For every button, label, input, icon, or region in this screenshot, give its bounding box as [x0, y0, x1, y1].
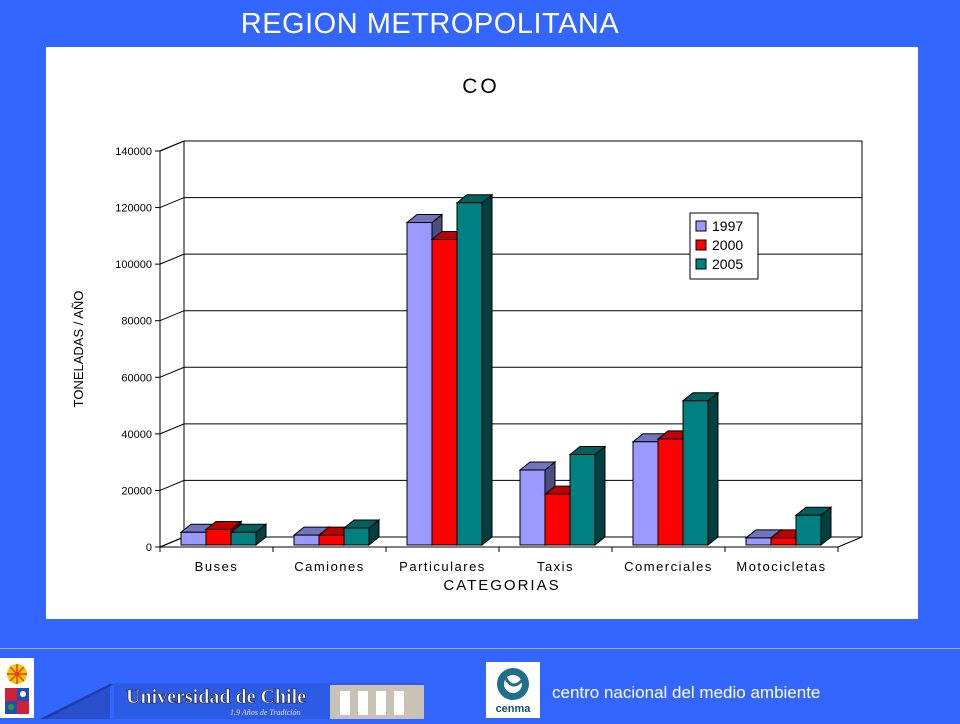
bar-2000-Comerciales: [657, 438, 684, 546]
bar-2005-Comerciales: [682, 400, 709, 546]
slide-title: REGION METROPOLITANA: [240, 8, 620, 40]
bar-2000-Camiones: [318, 534, 345, 546]
plot-side-wall: [159, 140, 185, 548]
legend-swatch-2000: [695, 239, 707, 251]
bar-2005-Taxis: [569, 453, 596, 546]
y-gridline: [159, 197, 862, 209]
footer-divider: [0, 648, 960, 649]
bar-2000-Buses: [205, 528, 232, 546]
bar-2005-Buses: [230, 531, 257, 546]
chart-title: CO: [462, 75, 500, 98]
bar-1997-Camiones: [293, 534, 320, 546]
y-tick-label: 120000: [115, 203, 152, 215]
bar-2000-Taxis: [544, 493, 571, 546]
y-tick-label: 0: [146, 542, 152, 554]
bar-1997-Comerciales: [632, 441, 659, 546]
center-name-text: centro nacional del medio ambiente: [552, 683, 821, 702]
x-tick-label: Comerciales: [624, 559, 713, 574]
y-tick-label: 140000: [115, 146, 152, 158]
legend-label-2005: 2005: [712, 256, 743, 272]
svg-text:cenma: cenma: [496, 703, 532, 715]
bar-side-2005-Particulares: [481, 193, 493, 547]
y-gridline: [159, 253, 862, 265]
y-gridline: [159, 423, 862, 435]
y-axis-label: TONELADAS / AÑO: [71, 291, 86, 408]
y-tick-label: 80000: [121, 316, 152, 328]
svg-text:1.9 Años de Tradición: 1.9 Años de Tradición: [230, 708, 301, 717]
bar-1997-Particulares: [406, 222, 433, 546]
university-of-chile-banner-logo: Universidad de Chile 1.9 Años de Tradici…: [40, 683, 424, 719]
x-tick-label: Camiones: [294, 559, 365, 574]
bar-1997-Taxis: [519, 469, 546, 546]
y-gridline: [159, 310, 862, 322]
co-bar-chart: CO TONELADAS / AÑO CATEGORIAS 0 20000 4000…: [71, 75, 863, 594]
x-tick-label: Particulares: [399, 559, 486, 574]
y-gridline: [159, 140, 862, 152]
legend-swatch-1997: [695, 220, 707, 232]
bar-side-2005-Taxis: [594, 445, 606, 547]
y-tick-label: 40000: [121, 429, 152, 441]
chart-panel: CO TONELADAS / AÑO CATEGORIAS 0 20000 4000…: [46, 47, 918, 619]
bar-1997-Buses: [180, 531, 207, 546]
legend-label-1997: 1997: [712, 218, 743, 234]
y-tick-label: 20000: [121, 485, 152, 497]
x-tick-label: Taxis: [537, 559, 574, 574]
svg-text:Universidad de Chile: Universidad de Chile: [126, 686, 306, 708]
legend-swatch-2005: [695, 258, 707, 270]
bar-2000-Particulares: [431, 239, 458, 546]
x-tick-label: Buses: [195, 559, 239, 574]
legend-label-2000: 2000: [712, 237, 743, 253]
bar-side-2005-Comerciales: [707, 391, 719, 547]
x-tick-label: Motocicletas: [736, 559, 826, 574]
bar-2005-Particulares: [456, 202, 483, 546]
y-gridline: [159, 366, 862, 378]
university-crest-logo: [0, 658, 34, 718]
bar-2005-Camiones: [343, 527, 370, 546]
bar-2000-Motocicletas: [770, 537, 797, 546]
y-tick-label: 60000: [121, 372, 152, 384]
x-axis-label: CATEGORIAS: [443, 577, 560, 594]
cenma-logo: cenma: [486, 662, 540, 718]
bar-1997-Motocicletas: [745, 537, 772, 546]
y-tick-label: 100000: [115, 259, 152, 271]
bar-2005-Motocicletas: [795, 514, 822, 546]
